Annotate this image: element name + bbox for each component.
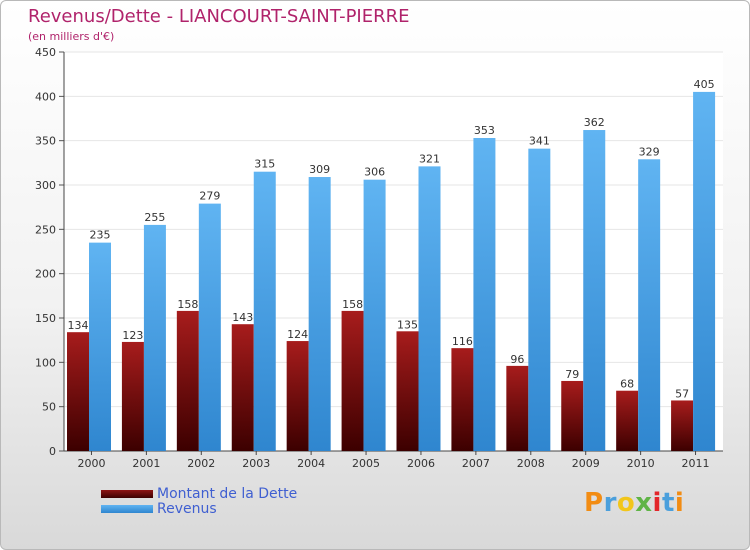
- data-label-dette: 68: [620, 378, 634, 391]
- data-label-dette: 134: [68, 319, 89, 332]
- logo-letter: P: [584, 488, 604, 518]
- bar-dette: [286, 341, 309, 451]
- legend-label-revenus: Revenus: [157, 501, 217, 517]
- y-tick-label: 400: [35, 90, 56, 103]
- bar-revenus: [418, 166, 441, 451]
- data-label-revenus: 255: [144, 211, 165, 224]
- bar-dette: [506, 365, 529, 451]
- x-tick-label: 2008: [517, 457, 545, 470]
- data-label-dette: 123: [122, 329, 143, 342]
- y-tick-label: 150: [35, 312, 56, 325]
- data-label-revenus: 341: [529, 135, 550, 148]
- bar-revenus: [638, 159, 661, 451]
- x-tick-label: 2003: [242, 457, 270, 470]
- bar-dette: [451, 348, 474, 451]
- logo-letter: t: [661, 488, 675, 518]
- x-tick-label: 2011: [682, 457, 710, 470]
- y-tick-label: 450: [35, 46, 56, 59]
- bar-revenus: [363, 179, 386, 451]
- x-tick-label: 2010: [627, 457, 655, 470]
- logo-letter: i: [652, 488, 662, 518]
- plot-area: [64, 52, 723, 451]
- data-label-revenus: 235: [90, 229, 111, 242]
- bar-revenus: [583, 130, 606, 451]
- y-tick-label: 250: [35, 223, 56, 236]
- bar-dette: [67, 332, 89, 451]
- data-label-dette: 158: [177, 298, 198, 311]
- logo-letter: o: [616, 488, 636, 518]
- bar-revenus: [143, 224, 166, 451]
- x-tick-label: 2005: [352, 457, 380, 470]
- legend-swatch-dette: [101, 490, 153, 498]
- x-tick-label: 2000: [77, 457, 105, 470]
- bar-dette: [396, 331, 419, 451]
- bar-dette: [561, 380, 584, 451]
- data-label-dette: 135: [397, 318, 418, 331]
- chart-subtitle: (en milliers d'€): [28, 30, 115, 43]
- x-tick-label: 2002: [187, 457, 215, 470]
- logo-letter: i: [674, 488, 685, 518]
- data-label-dette: 79: [565, 368, 579, 381]
- bar-dette: [121, 341, 144, 451]
- data-label-dette: 158: [342, 298, 363, 311]
- y-tick-label: 50: [42, 401, 56, 414]
- data-label-dette: 124: [287, 328, 308, 341]
- data-label-revenus: 405: [694, 78, 715, 91]
- proxiti-logo: Proxiti: [584, 488, 684, 518]
- data-label-revenus: 306: [364, 166, 385, 179]
- data-label-revenus: 329: [639, 145, 660, 158]
- legend-swatch-revenus: [101, 505, 153, 513]
- data-label-revenus: 321: [419, 152, 440, 165]
- data-label-dette: 96: [510, 353, 524, 366]
- y-tick-label: 350: [35, 135, 56, 148]
- data-label-revenus: 353: [474, 124, 495, 137]
- bar-revenus: [528, 148, 551, 451]
- x-tick-label: 2009: [572, 457, 600, 470]
- bar-dette: [341, 310, 364, 451]
- bar-dette: [616, 390, 639, 451]
- y-tick-label: 0: [49, 445, 56, 458]
- legend-label-dette: Montant de la Dette: [157, 486, 298, 502]
- data-label-revenus: 315: [254, 158, 275, 171]
- bar-dette: [176, 310, 199, 451]
- x-tick-label: 2006: [407, 457, 435, 470]
- bar-revenus: [198, 203, 221, 451]
- data-label-dette: 57: [675, 387, 689, 400]
- bar-revenus: [89, 242, 111, 451]
- x-tick-label: 2004: [297, 457, 325, 470]
- bar-dette: [231, 324, 254, 451]
- data-label-revenus: 279: [199, 190, 220, 203]
- bar-dette: [671, 400, 694, 451]
- data-label-dette: 116: [452, 335, 473, 348]
- chart-title: Revenus/Dette - LIANCOURT-SAINT-PIERRE: [28, 6, 410, 27]
- y-tick-label: 100: [35, 356, 56, 369]
- logo-letter: r: [603, 488, 617, 518]
- bar-revenus: [473, 138, 496, 452]
- bar-revenus: [308, 177, 331, 451]
- x-tick-label: 2001: [132, 457, 160, 470]
- bar-revenus: [253, 171, 276, 451]
- y-tick-label: 200: [35, 268, 56, 281]
- data-label-revenus: 362: [584, 116, 605, 129]
- data-label-revenus: 309: [309, 163, 330, 176]
- x-tick-label: 2007: [462, 457, 490, 470]
- data-label-dette: 143: [232, 311, 253, 324]
- y-tick-label: 300: [35, 179, 56, 192]
- logo-letter: x: [635, 488, 653, 518]
- bar-revenus: [693, 91, 716, 452]
